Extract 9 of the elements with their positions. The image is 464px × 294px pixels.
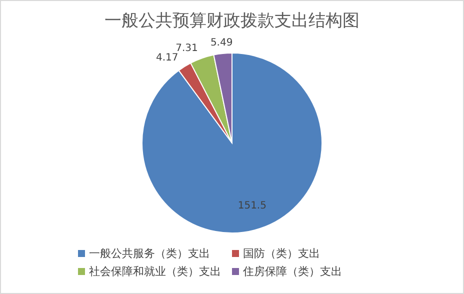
legend-label: 一般公共服务（类）支出 — [89, 247, 210, 260]
legend-label: 社会保障和就业（类）支出 — [89, 265, 221, 278]
chart-title: 一般公共预算财政拨款支出结构图 — [104, 11, 360, 31]
data-label: 7.31 — [176, 42, 198, 54]
data-label: 4.17 — [156, 52, 178, 64]
legend-label: 国防（类）支出 — [243, 247, 320, 260]
data-label: 5.49 — [210, 38, 233, 49]
legend-label: 住房保障（类）支出 — [243, 265, 342, 278]
data-label: 151.5 — [238, 200, 266, 212]
